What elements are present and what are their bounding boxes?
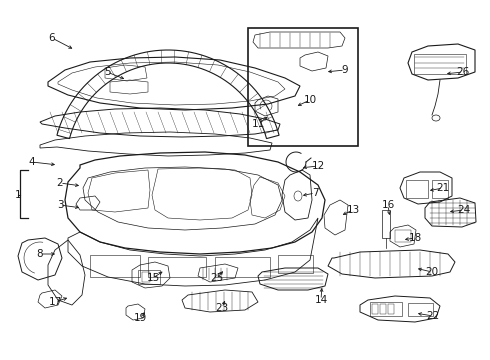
Text: 11: 11 [251,119,265,129]
Bar [138,270,160,284]
Bar [395,230,411,242]
Text: 14: 14 [315,295,328,305]
Text: 22: 22 [426,311,440,321]
Text: 5: 5 [104,67,110,77]
Text: 26: 26 [456,67,469,77]
Bar [380,304,386,314]
Text: 19: 19 [133,313,147,323]
Text: 10: 10 [303,95,317,105]
Bar [408,303,433,316]
Text: 1: 1 [15,190,21,200]
Text: 2: 2 [57,178,63,188]
Text: 8: 8 [37,249,43,259]
Bar [148,257,206,277]
Text: 15: 15 [147,273,160,283]
Text: 9: 9 [342,65,348,75]
Text: 24: 24 [457,205,470,215]
Bar [432,180,448,198]
Bar [382,210,390,238]
Bar [414,54,466,74]
Bar [370,302,402,316]
Text: 18: 18 [408,233,421,243]
Text: 7: 7 [312,188,318,198]
Text: 17: 17 [49,297,62,307]
Text: 20: 20 [425,267,439,277]
Bar [142,272,150,282]
Bar [248,28,358,146]
Bar [388,304,394,314]
Bar [215,257,270,277]
Text: 3: 3 [57,200,63,210]
Text: 4: 4 [29,157,35,167]
Bar [406,180,428,198]
Text: 16: 16 [381,200,394,210]
Text: 25: 25 [210,273,223,283]
Text: 12: 12 [311,161,324,171]
Text: 23: 23 [216,303,229,313]
Text: 6: 6 [49,33,55,43]
Bar [278,255,313,273]
Text: 21: 21 [437,183,450,193]
Bar [372,304,378,314]
Text: 13: 13 [346,205,360,215]
Bar [90,255,140,277]
